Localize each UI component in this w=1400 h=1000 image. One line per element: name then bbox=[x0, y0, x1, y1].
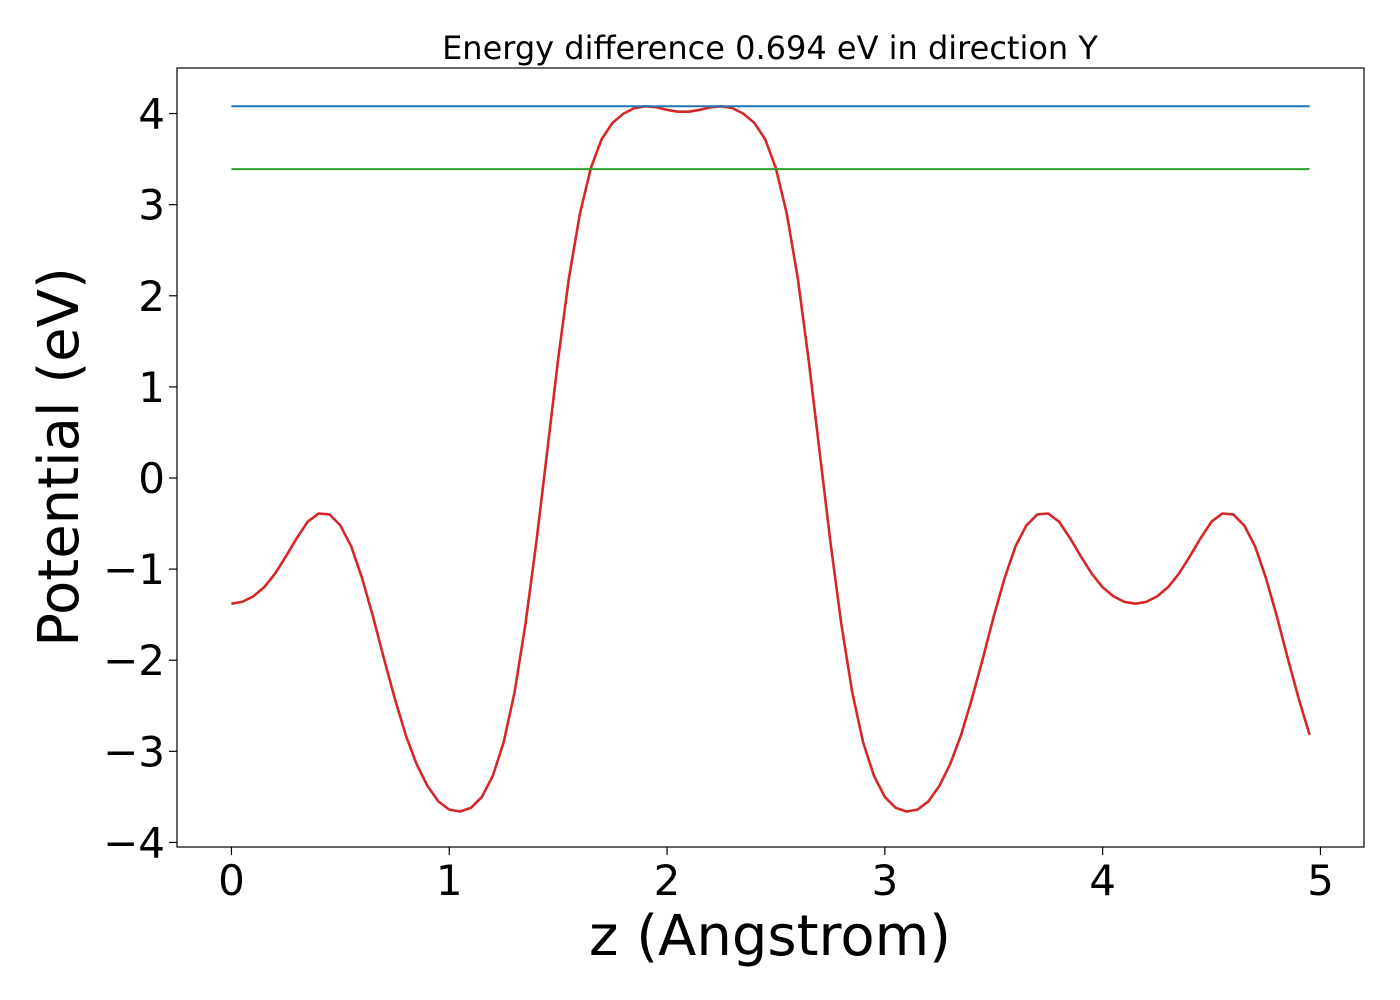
x-tick-label: 0 bbox=[218, 856, 245, 905]
x-tick-label: 4 bbox=[1089, 856, 1116, 905]
y-tick-label: 1 bbox=[138, 363, 165, 412]
y-axis-ticks: −4 −3 −2 −1 0 1 2 3 4 bbox=[103, 90, 177, 867]
x-axis-label: z (Angstrom) bbox=[589, 904, 951, 969]
x-tick-label: 1 bbox=[436, 856, 463, 905]
y-tick-label: −3 bbox=[103, 727, 165, 776]
plot-area bbox=[176, 67, 1365, 848]
x-tick-label: 5 bbox=[1307, 856, 1334, 905]
x-axis-ticks: 0 1 2 3 4 5 bbox=[218, 847, 1334, 905]
axes-frame bbox=[176, 67, 1365, 848]
y-tick-label: 3 bbox=[138, 181, 165, 230]
series-line-1 bbox=[231, 105, 1311, 813]
y-tick-label: −1 bbox=[103, 545, 165, 594]
y-axis-label: Potential (eV) bbox=[27, 267, 92, 647]
y-tick-label: 4 bbox=[138, 90, 165, 139]
y-tick-label: −4 bbox=[103, 818, 165, 867]
y-tick-label: 2 bbox=[138, 272, 165, 321]
y-tick-label: 0 bbox=[138, 454, 165, 503]
chart-title: Energy difference 0.694 eV in direction … bbox=[442, 29, 1098, 67]
x-tick-label: 2 bbox=[654, 856, 681, 905]
y-tick-label: −2 bbox=[103, 636, 165, 685]
x-tick-label: 3 bbox=[871, 856, 898, 905]
